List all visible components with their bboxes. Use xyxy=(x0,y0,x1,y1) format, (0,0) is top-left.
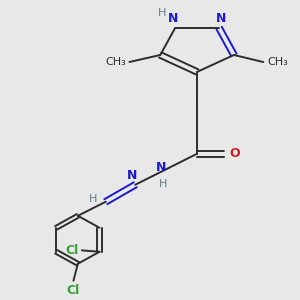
Text: N: N xyxy=(156,161,166,174)
Text: CH₃: CH₃ xyxy=(267,57,288,67)
Text: H: H xyxy=(88,194,97,204)
Text: N: N xyxy=(126,169,137,182)
Text: H: H xyxy=(158,8,166,18)
Text: N: N xyxy=(215,12,226,25)
Text: O: O xyxy=(229,147,239,160)
Text: N: N xyxy=(168,12,179,25)
Text: CH₃: CH₃ xyxy=(105,57,126,67)
Text: Cl: Cl xyxy=(65,244,78,257)
Text: H: H xyxy=(159,179,167,189)
Text: Cl: Cl xyxy=(67,284,80,297)
